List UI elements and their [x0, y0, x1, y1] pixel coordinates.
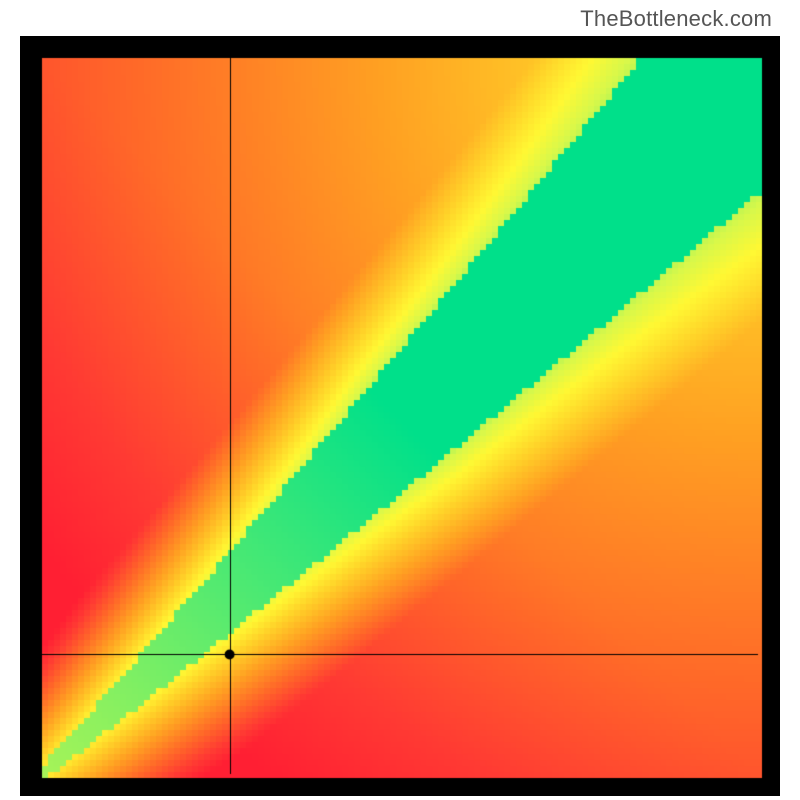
plot-frame: [20, 36, 780, 796]
heatmap-canvas: [20, 36, 780, 796]
attribution-text: TheBottleneck.com: [580, 6, 772, 32]
chart-container: TheBottleneck.com: [0, 0, 800, 800]
